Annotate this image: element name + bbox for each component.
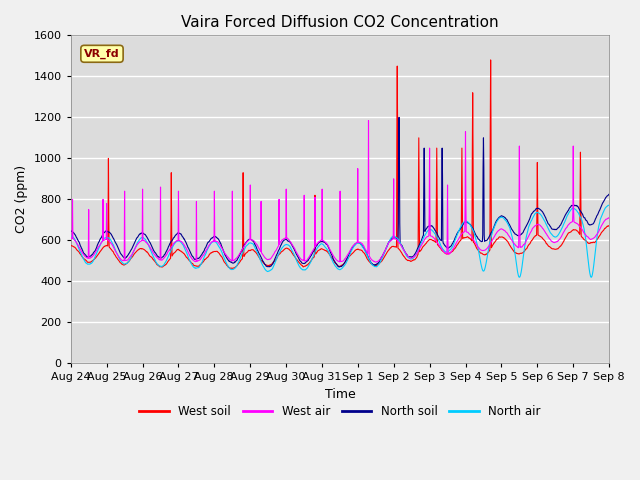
Text: VR_fd: VR_fd <box>84 48 120 59</box>
Legend: West soil, West air, North soil, North air: West soil, West air, North soil, North a… <box>134 401 545 423</box>
Title: Vaira Forced Diffusion CO2 Concentration: Vaira Forced Diffusion CO2 Concentration <box>181 15 499 30</box>
X-axis label: Time: Time <box>324 388 355 401</box>
Y-axis label: CO2 (ppm): CO2 (ppm) <box>15 165 28 233</box>
